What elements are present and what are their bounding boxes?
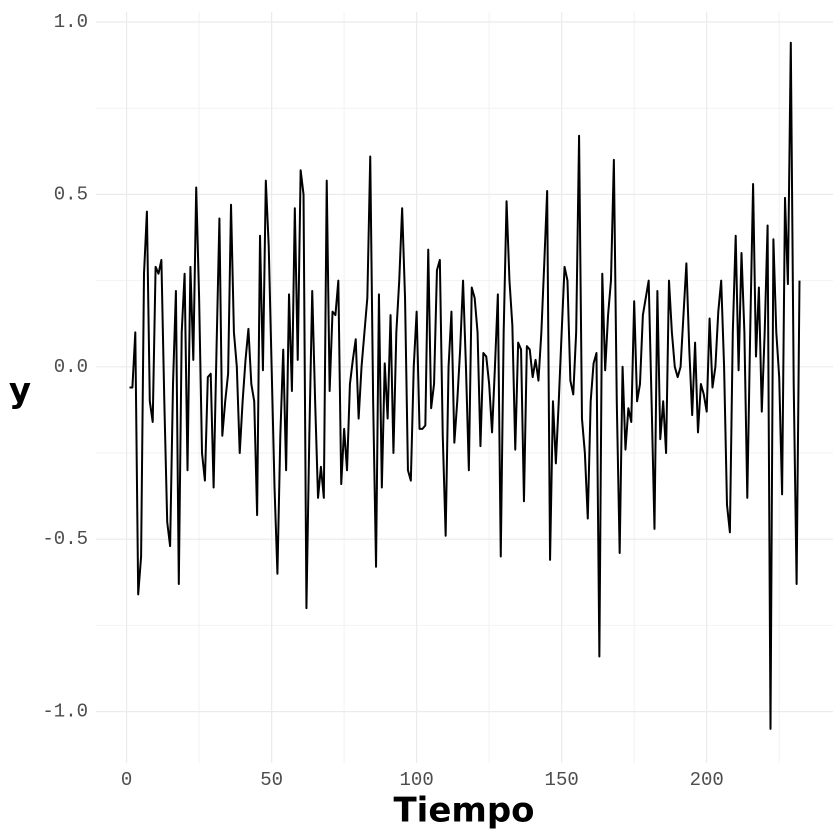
y-tick-label: 0.0 (54, 356, 88, 378)
y-tick-label: -1.0 (42, 701, 88, 723)
y-axis-title: y (9, 371, 31, 411)
y-tick-label: -0.5 (42, 528, 88, 550)
x-axis-title: Tiempo (393, 791, 534, 831)
x-tick-label: 50 (260, 769, 283, 791)
y-tick-label: 1.0 (54, 11, 88, 33)
y-tick-label: 0.5 (54, 183, 88, 205)
x-tick-label: 100 (400, 769, 434, 791)
data-line (129, 41, 801, 730)
x-tick-label: 0 (121, 769, 132, 791)
x-tick-label: 150 (545, 769, 579, 791)
x-tick-label: 200 (690, 769, 724, 791)
